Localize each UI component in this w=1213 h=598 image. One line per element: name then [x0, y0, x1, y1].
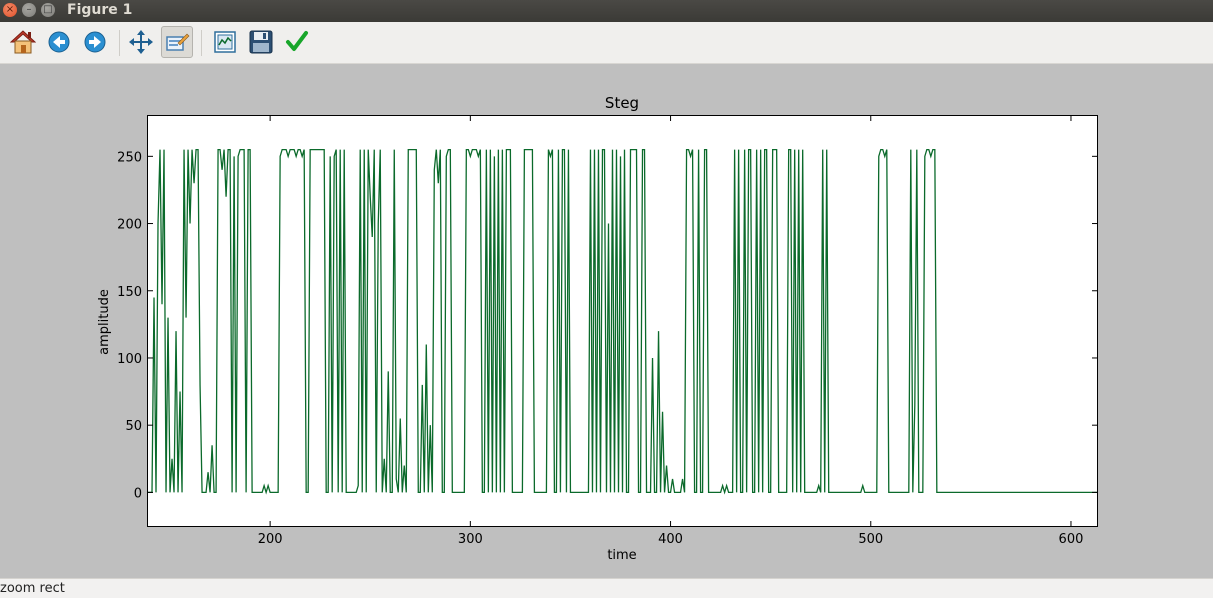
minimize-window-button[interactable]: – [22, 3, 36, 17]
close-window-button[interactable]: × [3, 3, 17, 17]
back-icon [48, 31, 70, 53]
plot-layer [148, 148, 1097, 495]
pan-icon [129, 30, 153, 54]
y-tick-label: 0 [134, 486, 142, 501]
toolbar-separator [201, 30, 202, 56]
subplots-icon [214, 31, 236, 53]
save-icon [249, 30, 273, 54]
home-icon [10, 30, 36, 54]
x-tick-label: 200 [258, 532, 283, 547]
y-tick-label: 150 [117, 285, 142, 300]
series-line-0 [148, 148, 1097, 495]
statusbar: zoom rect [0, 578, 1213, 598]
toolbar-separator [119, 30, 120, 56]
maximize-window-button[interactable]: □ [41, 3, 55, 17]
subplots-button[interactable] [209, 26, 241, 58]
window-title: Figure 1 [67, 2, 133, 18]
back-button[interactable] [43, 26, 75, 58]
edit-button[interactable] [281, 26, 313, 58]
x-tick-label: 400 [658, 532, 683, 547]
y-tick-label: 100 [117, 352, 142, 367]
y-tick-label: 50 [125, 419, 142, 434]
edit-icon [286, 31, 308, 51]
toolbar [0, 22, 1213, 64]
y-tick-label: 200 [117, 218, 142, 233]
forward-icon [84, 31, 106, 53]
y-tick-label: 250 [117, 150, 142, 165]
zoom-icon [166, 33, 190, 51]
x-tick-label: 500 [858, 532, 883, 547]
window-titlebar: × – □ Figure 1 [0, 0, 1213, 22]
figure-canvas[interactable]: Steg 200 300 400 500 600 0 50 100 150 200 250 time… [0, 64, 1213, 578]
x-tick-label: 300 [458, 532, 483, 547]
save-button[interactable] [245, 26, 277, 58]
x-tick-label: 600 [1059, 532, 1084, 547]
pan-button[interactable] [125, 26, 157, 58]
home-button[interactable] [7, 26, 39, 58]
zoom-button[interactable] [161, 26, 193, 58]
x-axis-label: time [607, 548, 636, 563]
forward-button[interactable] [79, 26, 111, 58]
y-axis-label: amplitude [97, 289, 112, 355]
status-text: zoom rect [0, 581, 65, 596]
ticks-layer: 200 300 400 500 600 0 50 100 150 200 250 [117, 116, 1097, 547]
chart-title: Steg [605, 94, 639, 112]
chart[interactable]: Steg 200 300 400 500 600 0 50 100 150 200 250 time… [0, 64, 1213, 578]
